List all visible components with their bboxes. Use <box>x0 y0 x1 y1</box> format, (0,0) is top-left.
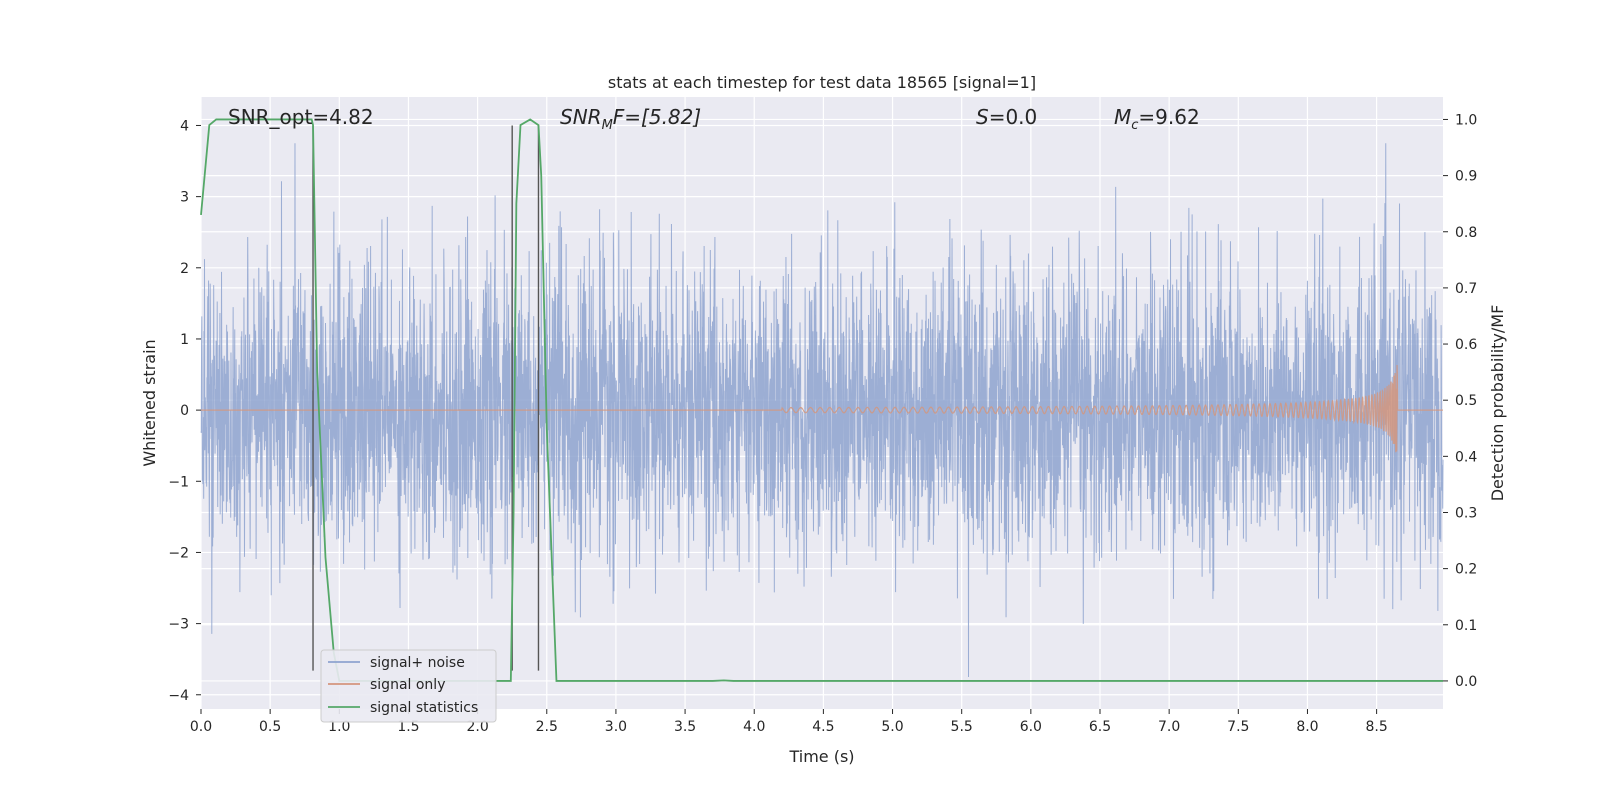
x-tick-label: 5.5 <box>951 719 973 735</box>
y-axis-label: Whitened strain <box>140 339 159 466</box>
annotation-s: S=0.0 <box>976 105 1037 129</box>
signal-statistics-series <box>200 118 1443 682</box>
legend-label-stats: signal statistics <box>370 700 478 716</box>
x-tick-label: 0.0 <box>190 719 212 735</box>
y-tick-label: 4 <box>180 118 189 134</box>
y-tick-label: 0 <box>180 403 189 419</box>
x-tick-label: 8.5 <box>1365 719 1387 735</box>
y-tick-label: −3 <box>168 617 189 633</box>
annotation-mc-main: M <box>1114 105 1131 129</box>
annotation-snr-mf-main: SNR <box>560 105 602 129</box>
x-tick-label: 1.0 <box>328 719 350 735</box>
annotation-snr-mf-rest: F=[5.82] <box>613 105 701 129</box>
annotation-s-main: S <box>976 105 989 129</box>
signal-only-series <box>201 365 1443 453</box>
y-tick-label: 1 <box>180 332 189 348</box>
y-tick-label: −2 <box>168 545 189 561</box>
x-tick-label: 4.0 <box>743 719 765 735</box>
annotation-s-rest: =0.0 <box>989 105 1038 129</box>
y2-tick-label: 0.9 <box>1455 169 1477 185</box>
signal-only-line <box>201 365 1443 453</box>
x-tick-label: 3.5 <box>674 719 696 735</box>
x-tick-label: 7.5 <box>1227 719 1249 735</box>
y-tick-label: −1 <box>168 474 189 490</box>
y2-tick-label: 0.6 <box>1455 337 1477 353</box>
y2-tick-label: 0.7 <box>1455 281 1477 297</box>
y2-tick-label: 0.1 <box>1455 618 1477 634</box>
signal-statistics-line <box>200 118 1443 682</box>
x-tick-label: 4.5 <box>812 719 834 735</box>
axis-ticks: 0.0 0.5 1.0 1.5 2.0 2.5 3.0 3.5 4.0 4.5 5.0 5.5 6.0 6… <box>168 112 1477 735</box>
signal-noise-series <box>200 143 1444 677</box>
y2-tick-label: 0.5 <box>1455 393 1477 409</box>
y2-tick-label: 0.3 <box>1455 505 1477 521</box>
x-tick-label: 7.0 <box>1158 719 1180 735</box>
legend-label-noise: signal+ noise <box>370 655 465 671</box>
annotation-snr-mf: SNRMF=[5.82] <box>560 105 701 133</box>
y2-tick-label: 0.0 <box>1455 674 1477 690</box>
x-tick-label: 1.5 <box>397 719 419 735</box>
x-tick-label: 0.5 <box>259 719 281 735</box>
annotation-mc: Mc=9.62 <box>1114 105 1200 133</box>
x-tick-label: 6.5 <box>1089 719 1111 735</box>
x-tick-label: 8.0 <box>1296 719 1318 735</box>
signal-noise-line <box>200 143 1444 677</box>
legend-label-signal: signal only <box>370 677 445 693</box>
x-tick-label: 2.5 <box>536 719 558 735</box>
y2-tick-label: 0.4 <box>1455 449 1477 465</box>
y-tick-label: 3 <box>180 190 189 206</box>
x-tick-label: 6.0 <box>1020 719 1042 735</box>
chart-title: stats at each timestep for test data 185… <box>608 73 1036 92</box>
y2-tick-label: 0.8 <box>1455 225 1477 241</box>
y2-tick-label: 1.0 <box>1455 112 1477 128</box>
x-tick-label: 3.0 <box>605 719 627 735</box>
annotation-snr-opt: SNR_opt=4.82 <box>228 105 374 129</box>
y2-axis-label: Detection probability/MF <box>1488 305 1507 502</box>
x-tick-label: 2.0 <box>466 719 488 735</box>
y-tick-label: 2 <box>180 261 189 277</box>
annotation-mc-rest: =9.62 <box>1138 105 1199 129</box>
legend: signal+ noise signal only signal statist… <box>320 649 497 723</box>
legend-box <box>320 649 497 723</box>
y2-tick-label: 0.2 <box>1455 562 1477 578</box>
annotation-snr-mf-sub: M <box>602 118 613 133</box>
x-axis-label: Time (s) <box>788 747 854 766</box>
x-tick-label: 5.0 <box>881 719 903 735</box>
annotation-mc-sub: c <box>1131 118 1138 133</box>
y-tick-label: −4 <box>168 688 189 704</box>
